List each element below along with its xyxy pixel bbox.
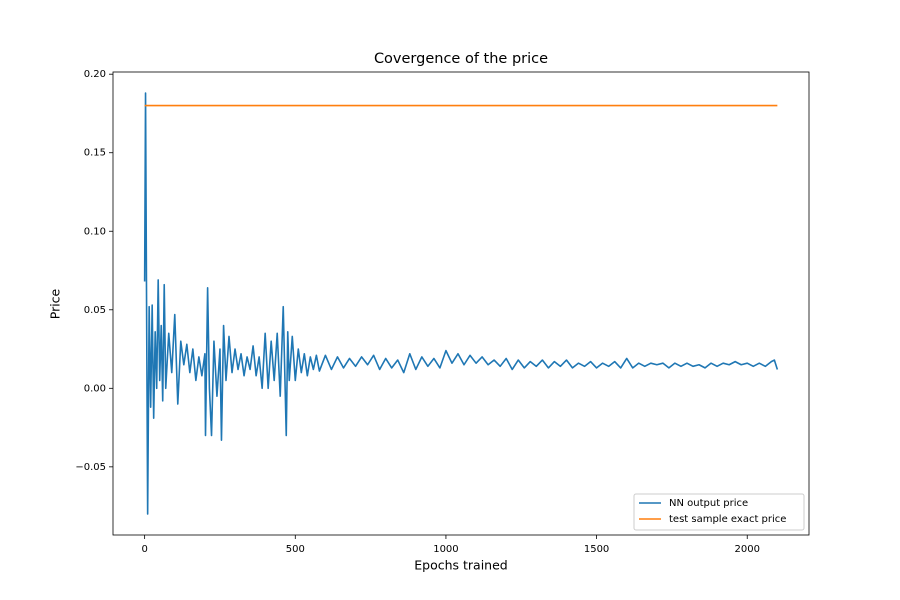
chart-title: Covergence of the price xyxy=(374,51,548,67)
x-tick-label: 500 xyxy=(286,544,305,555)
y-tick-label: 0.20 xyxy=(84,69,106,80)
x-axis-label: Epochs trained xyxy=(414,558,507,573)
series-line xyxy=(143,92,779,515)
legend-label: NN output price xyxy=(669,498,748,509)
x-tick-label: 1000 xyxy=(433,544,458,555)
y-tick-label: 0.10 xyxy=(84,226,106,237)
plot-frame xyxy=(112,71,810,536)
y-tick-label: 0.00 xyxy=(84,383,106,394)
legend-label: test sample exact price xyxy=(669,514,786,525)
x-tick-label: 1500 xyxy=(584,544,609,555)
legend-box xyxy=(633,493,805,531)
y-axis-label: Price xyxy=(48,288,63,319)
y-tick-label: 0.05 xyxy=(84,305,106,316)
y-tick-label: −0.05 xyxy=(75,462,106,473)
x-tick-label: 0 xyxy=(141,544,147,555)
y-tick-label: 0.15 xyxy=(84,148,106,159)
x-tick-label: 2000 xyxy=(735,544,760,555)
